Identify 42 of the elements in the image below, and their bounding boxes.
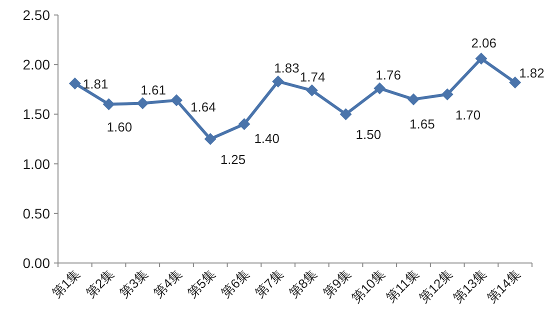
text: 1.40: [254, 131, 280, 146]
x-tick-label: 第7集: [252, 266, 286, 301]
point: [170, 94, 182, 106]
point: [374, 82, 386, 94]
text: 2.06: [471, 36, 497, 51]
x-tick-label: 第8集: [286, 266, 320, 301]
x-tick-label: 第6集: [218, 266, 252, 301]
point: [306, 84, 318, 96]
text: 1.64: [190, 99, 216, 114]
text: 1.81: [82, 76, 108, 92]
text: 1.83: [274, 60, 300, 76]
x-tick-label: 第3集: [116, 266, 151, 301]
point: [441, 88, 454, 100]
x-tick-label: 第5集: [184, 266, 218, 301]
text: 1.50: [356, 127, 382, 142]
point: [272, 75, 284, 88]
text: 1.70: [455, 107, 481, 122]
x-tick-label: 第4集: [150, 266, 185, 301]
point: [204, 133, 216, 145]
y-tick-label: 1.50: [22, 106, 50, 122]
point: [340, 108, 352, 120]
x-tick-label: 第2集: [82, 266, 117, 301]
text: 1.76: [376, 67, 401, 82]
y-tick-label: 2.00: [22, 56, 50, 73]
text: 1.74: [300, 69, 326, 84]
y-tick-label: 1.00: [22, 156, 50, 172]
text: 1.25: [220, 152, 246, 167]
text: 1.65: [410, 116, 435, 132]
point: [408, 93, 420, 106]
point: [509, 76, 522, 88]
y-tick-label: 0.00: [22, 255, 50, 271]
point: [238, 118, 250, 130]
point: [475, 52, 488, 65]
x-tick-label: 第1集: [48, 266, 84, 301]
y-tick-label: 2.50: [22, 7, 50, 23]
text: 1.61: [140, 82, 166, 98]
text: 1.60: [106, 119, 132, 134]
point: [136, 97, 149, 110]
text: 1.82: [519, 65, 544, 80]
y-tick-label: 0.50: [22, 205, 50, 222]
point: [102, 98, 115, 110]
point: [68, 77, 81, 90]
